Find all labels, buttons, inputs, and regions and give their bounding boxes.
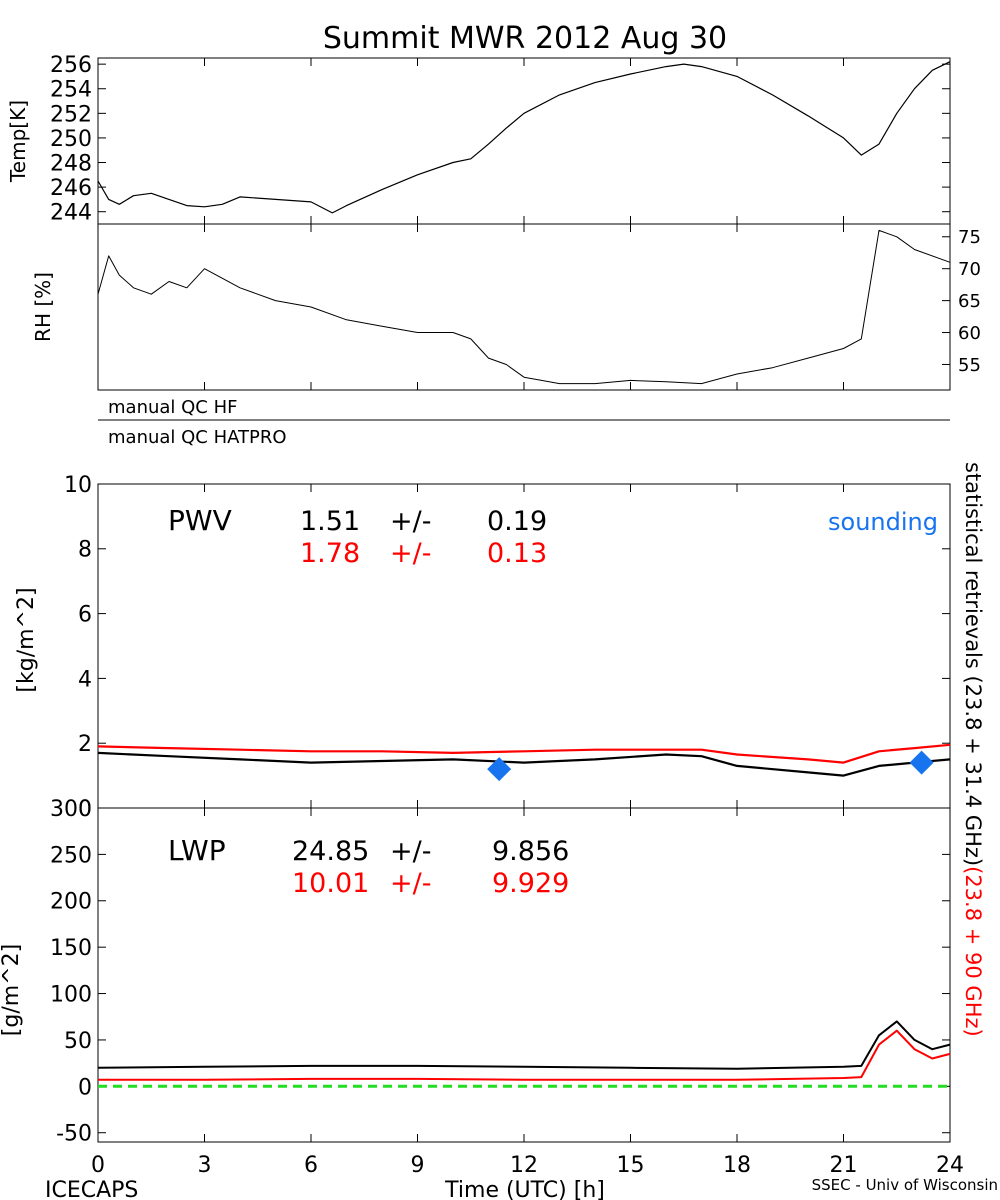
y-tick-label: 0 (78, 797, 92, 822)
y-tick-label: 70 (958, 259, 981, 280)
lwp-hf-line (97, 1020, 951, 1070)
y-tick-label: 244 (50, 201, 92, 226)
lwp-hatpro-sd: 9.929 (492, 868, 569, 899)
x-tick-label: 3 (198, 1153, 212, 1178)
y-tick-label: 8 (78, 538, 92, 563)
pwv-hatpro-pm: +/- (390, 538, 431, 569)
footer-ssec: SSEC - Univ of Wisconsin (812, 1176, 998, 1194)
lwp-hatpro-pm: +/- (390, 868, 431, 899)
temp-temperature-line (97, 61, 951, 214)
rh-axis-label: RH [%] (31, 272, 55, 342)
right-label-black: statistical retrievals (23.8 + 31.4 GHz) (961, 462, 985, 866)
x-tick-label: 15 (617, 1153, 645, 1178)
pwv-label: PWV (168, 504, 232, 537)
footer-time-label: Time (UTC) [h] (444, 1178, 605, 1200)
y-tick-label: 254 (50, 78, 92, 103)
temp-axis-label: Temp[K] (6, 100, 30, 183)
x-tick-label: 21 (830, 1153, 858, 1178)
pwv-axis-label: [kg/m^2] (14, 587, 39, 692)
y-tick-label: 200 (50, 890, 92, 915)
sounding-label: sounding (828, 508, 938, 536)
pwv-sounding-point (909, 750, 934, 775)
x-tick-label: 18 (723, 1153, 751, 1178)
y-tick-label: 248 (50, 151, 92, 176)
footer-icecaps: ICECAPS (45, 1178, 138, 1200)
lwp-hatpro-line (98, 1029, 951, 1081)
qc-hatpro-label: manual QC HATPRO (108, 427, 287, 448)
rh-panel-frame (97, 223, 951, 391)
y-tick-label: 50 (64, 1029, 92, 1054)
pwv-hf-mean: 1.51 (300, 506, 360, 537)
x-tick-label: 12 (510, 1153, 538, 1178)
y-tick-label: 100 (50, 982, 92, 1007)
right-label-statistical: statistical retrievals (23.8 + 31.4 GHz)… (961, 462, 985, 1037)
lwp-hf-mean: 24.85 (292, 836, 369, 867)
y-tick-label: 10 (64, 473, 92, 498)
y-tick-label: 256 (50, 53, 92, 78)
lwp-label: LWP (168, 834, 226, 867)
right-label-red: (23.8 + 90 GHz) (961, 866, 985, 1037)
pwv-hf-pm: +/- (390, 506, 431, 537)
y-tick-label: 2 (78, 732, 92, 757)
temp-panel-frame (97, 57, 951, 225)
y-tick-label: 6 (78, 603, 92, 628)
y-tick-label: 0 (78, 1075, 92, 1100)
y-tick-label: 55 (958, 355, 981, 376)
pwv-hatpro-sd: 0.13 (487, 538, 547, 569)
chart-title: Summit MWR 2012 Aug 30 (323, 21, 727, 56)
lwp-axis-label: [g/m^2] (0, 944, 24, 1036)
pwv-hf-line (97, 751, 951, 777)
y-tick-label: 250 (50, 843, 92, 868)
y-tick-label: 246 (50, 176, 92, 201)
y-tick-label: 75 (958, 227, 981, 248)
pwv-sounding-point (487, 757, 512, 782)
y-tick-label: 4 (78, 667, 92, 692)
y-tick-label: 250 (50, 127, 92, 152)
x-tick-label: 9 (411, 1153, 425, 1178)
lwp-hatpro-mean: 10.01 (292, 868, 369, 899)
y-tick-label: -50 (56, 1122, 92, 1147)
pwv-hatpro-mean: 1.78 (300, 538, 360, 569)
qc-hf-label: manual QC HF (108, 397, 237, 418)
pwv-hf-sd: 0.19 (487, 506, 547, 537)
y-tick-label: 150 (50, 936, 92, 961)
pwv-hatpro-line (97, 743, 951, 764)
lwp-hf-sd: 9.856 (492, 836, 569, 867)
rh-humidity-line (97, 229, 951, 385)
x-tick-label: 6 (304, 1153, 318, 1178)
y-tick-label: 60 (958, 323, 981, 344)
lwp-hf-pm: +/- (390, 836, 431, 867)
x-tick-label: 24 (936, 1153, 964, 1178)
y-tick-label: 65 (958, 291, 981, 312)
x-tick-label: 0 (91, 1153, 105, 1178)
y-tick-label: 300 (50, 797, 92, 822)
y-tick-label: 252 (50, 102, 92, 127)
